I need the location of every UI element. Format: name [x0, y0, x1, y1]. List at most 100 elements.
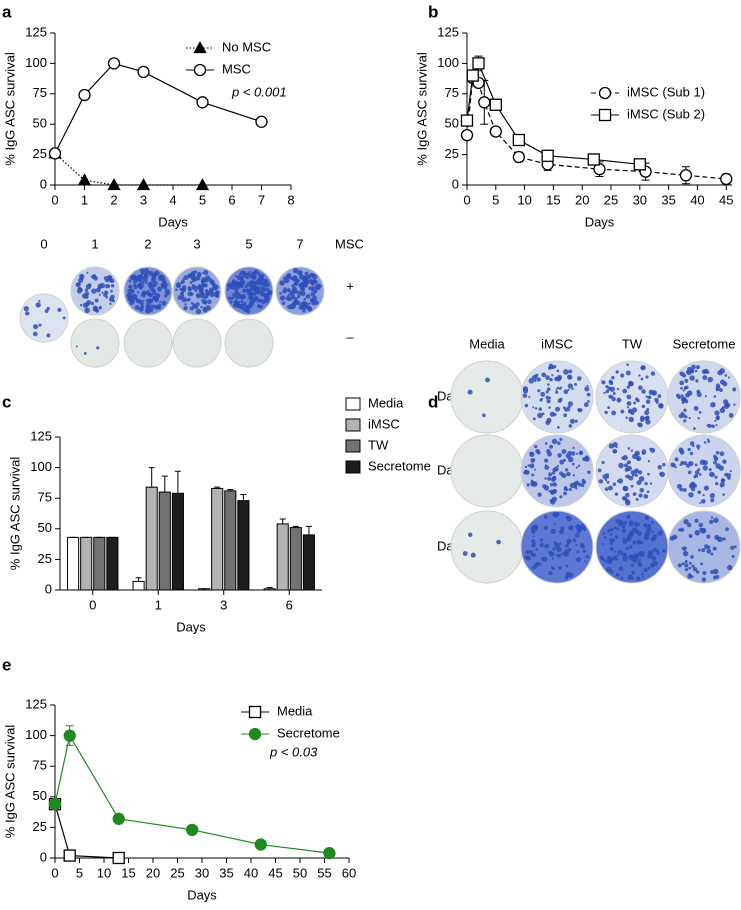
colony — [688, 492, 694, 498]
colony — [281, 301, 286, 305]
colony — [532, 417, 536, 421]
colony — [233, 287, 237, 290]
colony — [226, 287, 230, 291]
colony — [602, 473, 608, 480]
error-bar — [266, 587, 273, 589]
line — [54, 152, 203, 186]
colony — [227, 296, 232, 300]
colony — [647, 523, 652, 528]
colony — [559, 495, 563, 499]
colony — [539, 538, 544, 542]
colony — [631, 570, 635, 574]
colony — [572, 474, 576, 477]
colony — [611, 555, 617, 561]
bar — [276, 523, 289, 591]
colony — [649, 563, 655, 568]
colony — [567, 405, 571, 410]
colony — [260, 299, 266, 305]
colony — [84, 291, 90, 297]
colony — [620, 373, 625, 378]
well — [595, 360, 669, 434]
x-tick-label: 5 — [199, 192, 206, 207]
y-tick-label: 75 — [33, 758, 47, 773]
colony — [620, 409, 625, 414]
colony — [205, 292, 210, 297]
colony — [530, 481, 536, 487]
colony — [551, 557, 555, 560]
well-plate — [224, 318, 274, 368]
colony — [635, 455, 642, 462]
colony — [679, 449, 685, 455]
colony — [550, 499, 556, 505]
colony — [729, 470, 732, 473]
colony — [644, 416, 649, 421]
colony — [196, 293, 200, 297]
plate-column-label: Media — [469, 336, 505, 351]
x-tick-label: 40 — [244, 865, 258, 880]
legend-label: No MSC — [222, 39, 271, 54]
panel-label: d — [428, 392, 438, 411]
colony — [626, 385, 631, 389]
colony — [655, 400, 659, 404]
legend-label: TW — [368, 437, 389, 452]
colony — [717, 370, 723, 376]
colony — [567, 409, 571, 412]
y-tick-label: 50 — [33, 788, 47, 803]
error-bar — [148, 467, 155, 488]
marker — [107, 178, 121, 191]
colony — [207, 299, 212, 305]
colony — [196, 272, 202, 278]
x-tick-label: 30 — [195, 865, 209, 880]
colony — [242, 273, 245, 276]
colony — [628, 520, 634, 525]
colony — [565, 564, 569, 568]
bar — [263, 588, 276, 591]
colony — [572, 462, 575, 466]
error-bar — [174, 470, 181, 494]
colony — [84, 307, 90, 314]
annotation: p < 0.001 — [231, 84, 287, 99]
colony — [682, 488, 687, 492]
marker — [254, 838, 267, 851]
colony — [646, 526, 652, 532]
colony — [234, 280, 237, 283]
colony — [104, 290, 109, 295]
colony — [287, 293, 291, 297]
colony — [633, 401, 637, 405]
colony — [700, 498, 706, 504]
colony — [203, 269, 209, 276]
colony — [719, 407, 726, 413]
colony — [200, 305, 203, 309]
colony — [694, 518, 699, 523]
colony — [634, 473, 638, 477]
colony — [547, 476, 552, 481]
y-tick-label: 25 — [33, 146, 47, 161]
colony — [159, 301, 162, 304]
colony — [569, 418, 575, 424]
colony — [713, 454, 717, 459]
colony — [85, 295, 89, 299]
colony — [467, 389, 473, 395]
colony — [263, 280, 268, 286]
colony — [190, 301, 194, 305]
x-tick-label: 35 — [661, 192, 675, 207]
colony — [549, 444, 554, 449]
legend-marker — [598, 86, 612, 100]
colony — [582, 549, 587, 553]
colony — [698, 473, 702, 476]
bar — [67, 536, 80, 591]
colony — [139, 285, 142, 289]
colony — [601, 542, 604, 546]
colony — [564, 468, 569, 472]
colony — [710, 516, 714, 519]
colony — [195, 289, 198, 293]
colony — [202, 279, 205, 282]
colony — [682, 550, 689, 557]
colony — [576, 452, 579, 455]
x-tick-label: 25 — [604, 192, 618, 207]
y-tick-label: 125 — [437, 24, 459, 39]
colony — [134, 294, 138, 298]
colony — [587, 470, 591, 475]
colony — [534, 407, 538, 410]
colony — [287, 304, 292, 310]
